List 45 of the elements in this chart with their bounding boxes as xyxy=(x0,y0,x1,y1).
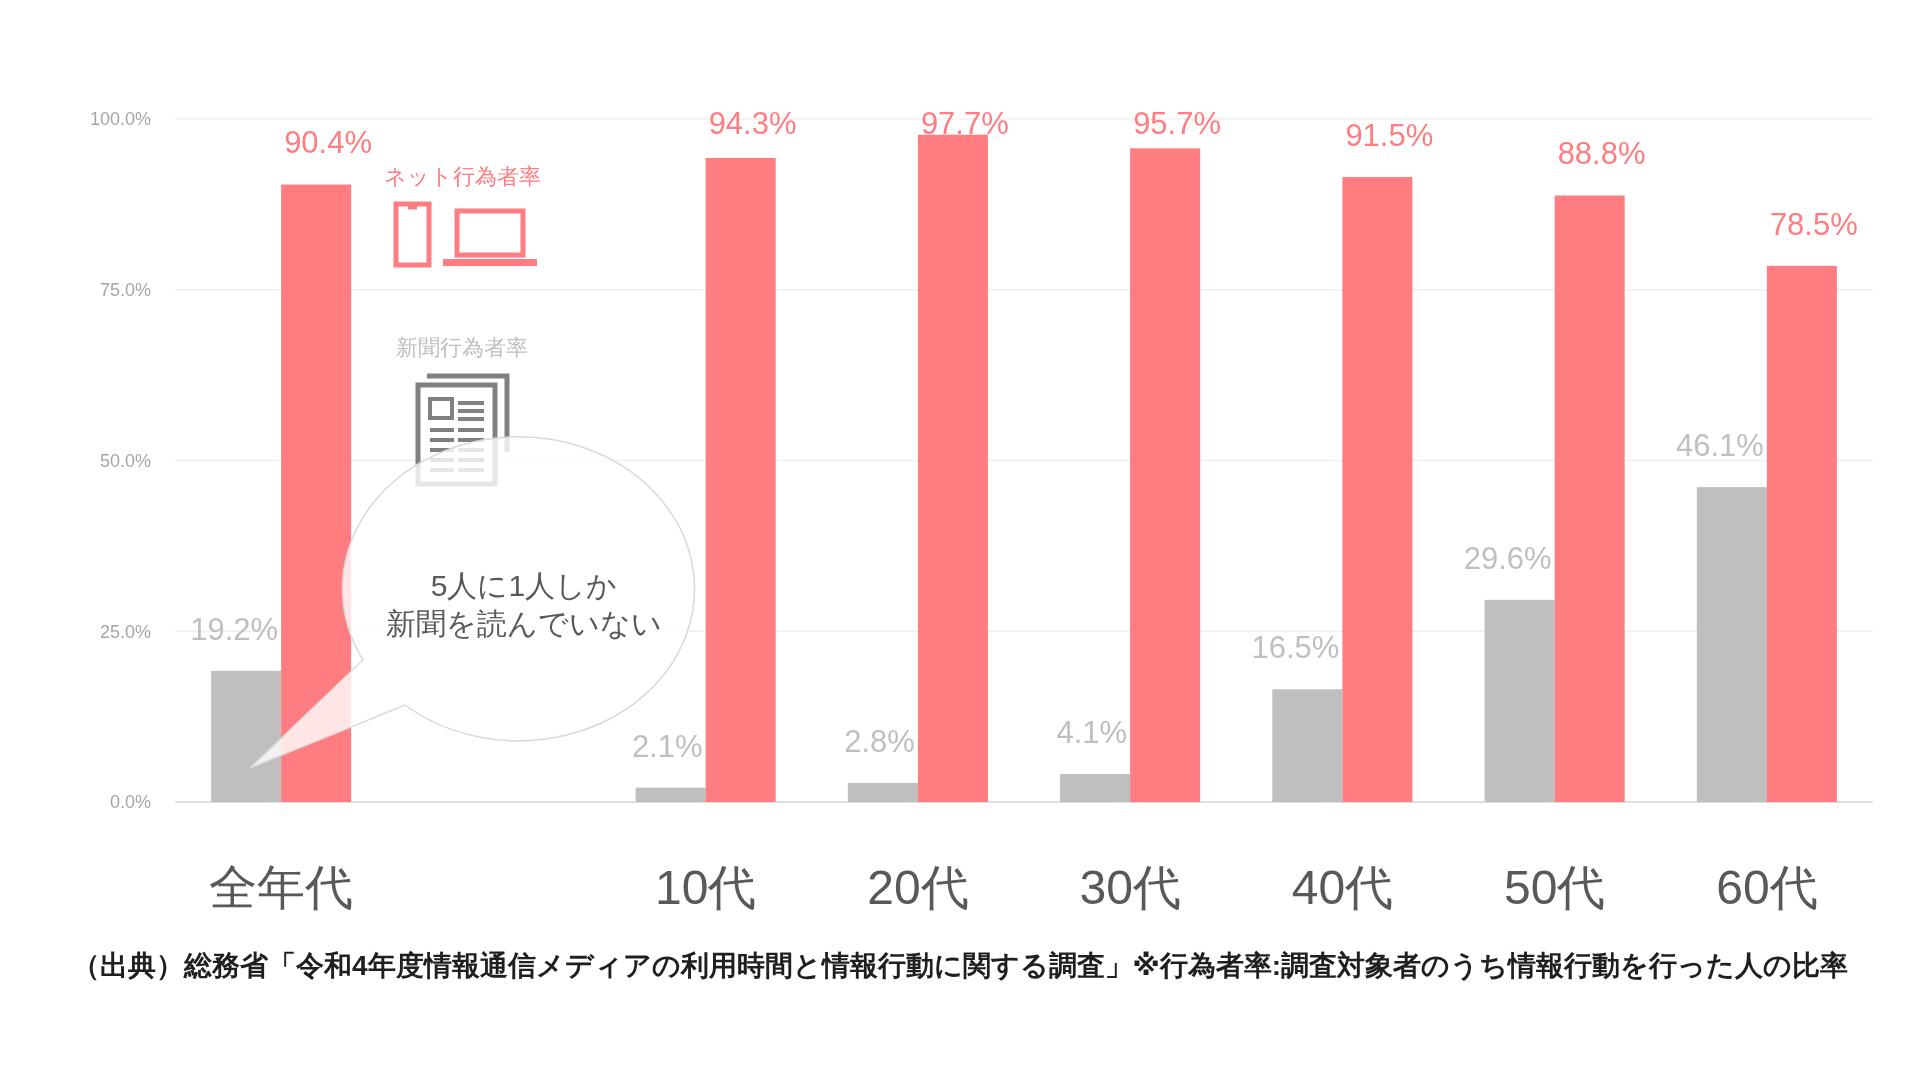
bar xyxy=(281,184,352,802)
data-label: 97.7% xyxy=(920,105,1009,141)
data-label: 19.2% xyxy=(190,611,279,647)
bar xyxy=(847,782,918,802)
bar xyxy=(1484,599,1555,802)
data-label: 29.6% xyxy=(1463,540,1552,576)
bar xyxy=(917,134,988,802)
x-tick-label: 60代 xyxy=(1716,861,1818,915)
y-tick-label: 25.0% xyxy=(99,621,151,642)
x-tick-label: 30代 xyxy=(1079,861,1181,915)
bar xyxy=(1130,148,1201,802)
y-tick-label: 100.0% xyxy=(89,109,151,130)
series-label: ネット行為者率 xyxy=(383,163,541,189)
bar xyxy=(705,157,776,802)
text: 新聞行為者率 xyxy=(396,334,528,360)
x-tick-label: 全年代 xyxy=(209,861,354,915)
data-label: 4.1% xyxy=(1056,714,1128,750)
data-label: 2.1% xyxy=(631,728,703,764)
x-tick-label: 50代 xyxy=(1503,861,1606,915)
data-label: 94.3% xyxy=(708,105,797,141)
text: （出典）総務省「令和4年度情報通信メディアの利用時間と情報行動に関する調査」※行為者率:調査対象者のうち情報行動を行った人の比率 xyxy=(71,949,1849,981)
data-label: 2.8% xyxy=(844,723,915,759)
data-label: 90.4% xyxy=(284,125,373,161)
annotation: 5人に1人しか xyxy=(430,568,618,602)
data-label: 78.5% xyxy=(1769,206,1858,242)
bar xyxy=(1766,265,1837,802)
y-tick-label: 75.0% xyxy=(99,280,151,301)
bar xyxy=(211,670,282,802)
annotation: 新聞を読んでいない xyxy=(386,606,662,640)
bar xyxy=(1554,195,1625,802)
bar xyxy=(1342,177,1413,802)
data-label: 95.7% xyxy=(1133,105,1222,141)
bar xyxy=(1272,689,1343,802)
x-tick-label: 10代 xyxy=(654,861,757,915)
x-tick-label: 20代 xyxy=(867,861,969,915)
y-tick-label: 0.0% xyxy=(109,792,151,813)
data-label: 88.8% xyxy=(1557,136,1646,172)
bar xyxy=(635,787,706,802)
bar xyxy=(1060,774,1131,802)
data-label: 16.5% xyxy=(1251,630,1340,666)
x-tick-label: 40代 xyxy=(1291,861,1394,915)
data-label: 91.5% xyxy=(1345,117,1434,153)
bar xyxy=(1696,487,1767,802)
y-tick-label: 50.0% xyxy=(99,450,151,471)
data-label: 46.1% xyxy=(1675,427,1764,463)
